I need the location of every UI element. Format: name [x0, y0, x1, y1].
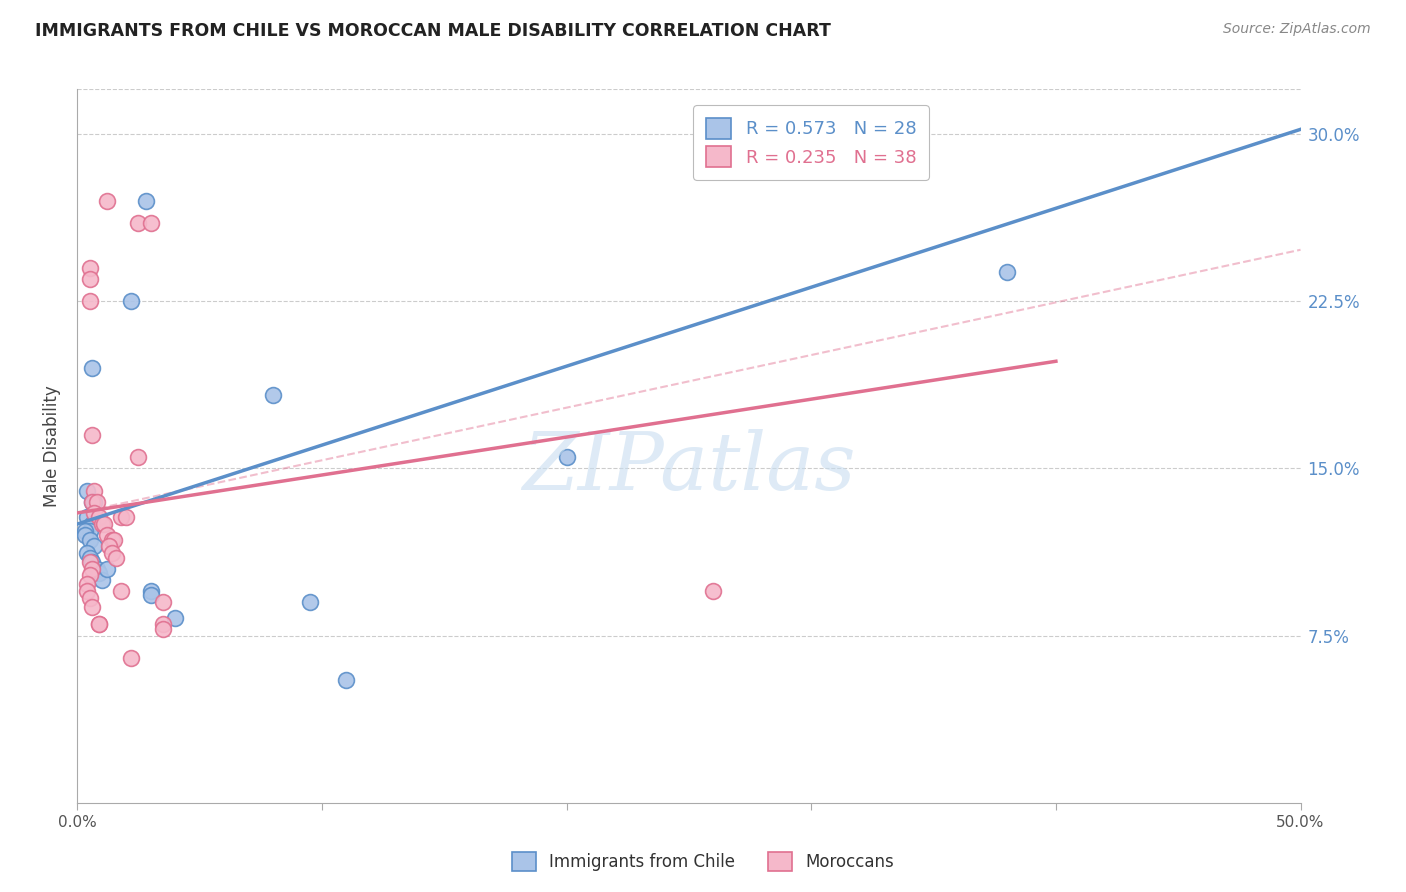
Point	[995, 265, 1018, 279]
Point	[96, 562, 118, 576]
Text: ZIPatlas: ZIPatlas	[522, 429, 856, 506]
Point	[86, 494, 108, 508]
Point	[103, 533, 125, 547]
Point	[83, 506, 105, 520]
Point	[76, 583, 98, 598]
Point	[73, 528, 96, 542]
Point	[80, 517, 103, 532]
Point	[80, 494, 103, 508]
Point	[83, 483, 105, 498]
Point	[702, 583, 724, 598]
Point	[80, 494, 103, 508]
Point	[73, 524, 96, 538]
Point	[555, 450, 578, 465]
Point	[89, 617, 111, 632]
Point	[90, 517, 112, 532]
Legend: Immigrants from Chile, Moroccans: Immigrants from Chile, Moroccans	[503, 843, 903, 880]
Point	[79, 533, 101, 547]
Point	[98, 539, 121, 553]
Point	[139, 216, 162, 230]
Point	[80, 555, 103, 569]
Point	[79, 271, 101, 285]
Point	[110, 583, 132, 598]
Point	[80, 562, 103, 576]
Point	[152, 595, 174, 609]
Point	[152, 622, 174, 636]
Point	[79, 568, 101, 582]
Point	[100, 546, 122, 560]
Point	[76, 510, 98, 524]
Point	[335, 673, 357, 687]
Y-axis label: Male Disability: Male Disability	[44, 385, 62, 507]
Point	[76, 483, 98, 498]
Point	[115, 510, 138, 524]
Point	[79, 550, 101, 565]
Point	[79, 591, 101, 605]
Point	[128, 450, 150, 465]
Point	[152, 617, 174, 632]
Point	[89, 617, 111, 632]
Point	[105, 550, 128, 565]
Legend: R = 0.573   N = 28, R = 0.235   N = 38: R = 0.573 N = 28, R = 0.235 N = 38	[693, 105, 929, 179]
Point	[139, 583, 162, 598]
Point	[76, 577, 98, 591]
Point	[139, 589, 162, 603]
Point	[76, 546, 98, 560]
Point	[93, 517, 115, 532]
Point	[262, 387, 284, 401]
Point	[89, 510, 111, 524]
Point	[79, 524, 101, 538]
Point	[80, 360, 103, 375]
Text: Source: ZipAtlas.com: Source: ZipAtlas.com	[1223, 22, 1371, 37]
Point	[298, 595, 321, 609]
Point	[80, 599, 103, 614]
Point	[80, 427, 103, 442]
Point	[79, 260, 101, 275]
Point	[120, 293, 142, 308]
Point	[79, 293, 101, 308]
Point	[90, 573, 112, 587]
Point	[83, 494, 105, 508]
Point	[83, 539, 105, 553]
Text: IMMIGRANTS FROM CHILE VS MOROCCAN MALE DISABILITY CORRELATION CHART: IMMIGRANTS FROM CHILE VS MOROCCAN MALE D…	[35, 22, 831, 40]
Point	[165, 610, 187, 624]
Point	[89, 566, 111, 581]
Point	[135, 194, 157, 208]
Point	[128, 216, 150, 230]
Point	[96, 528, 118, 542]
Point	[110, 510, 132, 524]
Point	[86, 562, 108, 576]
Point	[96, 194, 118, 208]
Point	[120, 651, 142, 665]
Point	[100, 533, 122, 547]
Point	[79, 555, 101, 569]
